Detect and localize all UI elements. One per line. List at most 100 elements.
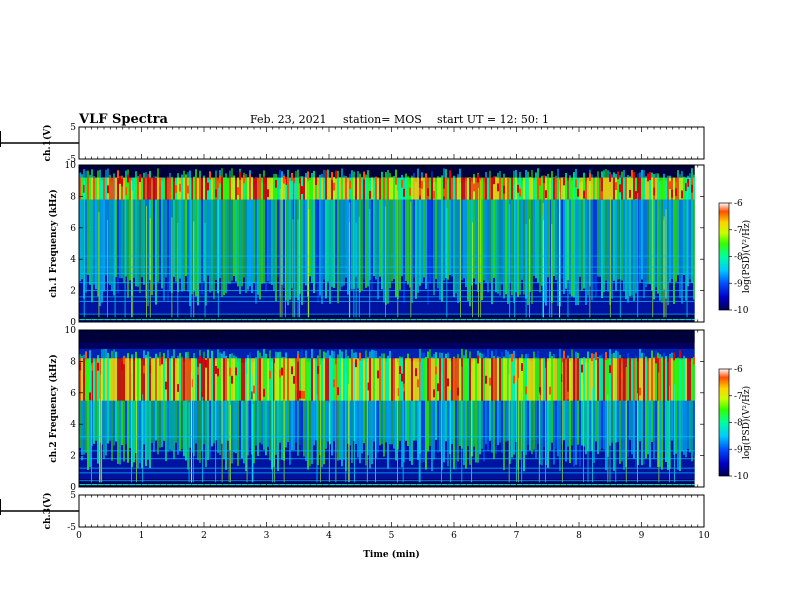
spectrogram-column [255,177,257,304]
spectrogram-peak [425,173,427,182]
spectrogram-column [265,182,267,292]
spectrogram-band-cell [99,177,101,200]
spectrogram-band-cell [167,177,169,200]
spectrogram-peak [675,188,677,197]
spectrogram-peak [119,175,121,184]
spectrogram-column [317,355,319,466]
spectrogram-peak [655,355,657,364]
spectrogram-band-cell [417,177,419,200]
spectrogram-peak [595,352,597,361]
spectrogram-band-cell [215,358,217,401]
spectrogram-band-cell [657,177,659,200]
spectrogram-column [341,351,343,467]
spectrogram-band-cell [135,358,137,401]
spectrogram-peak [477,174,479,183]
y-tick-label: 6 [70,389,76,399]
spectrogram-column [155,176,157,305]
spectrogram-column [331,180,333,287]
spectrogram-band-cell [621,177,623,200]
spectrogram-band-cell [463,358,465,401]
spectrogram-peak [285,176,287,185]
y-tick-label: 8 [70,357,76,367]
spectrogram-band-cell [383,177,385,200]
spectrogram-band-cell [665,177,667,200]
spectrogram-band-cell [391,358,393,401]
colorbar-tick-label: -8 [734,419,743,429]
spectrogram-band-cell [215,177,217,200]
spectrogram-band-cell [633,358,635,401]
spectrogram-band-cell [289,177,291,200]
spectrogram-column [411,175,413,303]
spectrogram-column [247,354,249,456]
spectrogram-peak [269,370,271,379]
spectrogram-band-cell [583,177,585,200]
spectrogram-peak [511,353,513,362]
spectrogram-column [197,178,199,306]
spectrogram-column [457,354,459,462]
plot-title: VLF Spectra [79,112,168,127]
spectrogram-band-cell [565,358,567,401]
spectrogram-band-cell [243,177,245,200]
spectrogram-column [561,177,563,279]
spectrogram-peak [249,174,251,183]
spectrogram-column [487,177,489,293]
spectrogram-column [291,181,293,289]
spectrogram-column [97,355,99,464]
spectrogram-band-cell [605,177,607,200]
spectrogram-band-cell [271,177,273,200]
spectrogram-band-cell [375,358,377,401]
spectrogram-peak [485,375,487,384]
spectrogram-column [581,361,583,446]
spectrogram-band-cell [379,177,381,200]
spectrogram-peak [333,379,335,388]
spectrogram-band-cell [219,177,221,200]
spectrogram-column [217,349,219,453]
spectrogram-band-cell [111,358,113,401]
spectrogram-column [425,179,427,289]
spectrogram-column [345,176,347,278]
spectrogram-peak [639,387,641,396]
spectrogram-column [425,356,427,470]
spectrogram-column [233,355,235,453]
spectrogram-peak [591,353,593,362]
x-tick-label: 6 [451,531,457,541]
spectrogram-band-cell [455,358,457,401]
spectrogram-column [517,359,519,470]
spectrogram-band-cell [223,358,225,401]
spectrogram-peak [679,350,681,359]
spectrogram-column [373,180,375,277]
spectrogram-band-cell [691,358,693,401]
spectrogram-band-cell [85,358,87,401]
spectrogram-column [427,179,429,305]
spectrogram-band-cell [591,358,593,401]
spectrogram-band-cell [651,358,653,401]
spectrogram-band-cell [113,177,115,200]
spectrogram-column [377,179,379,300]
spectrogram-band-cell [173,177,175,200]
spectrogram-band-cell [197,358,199,401]
spectrogram-peak [447,378,449,387]
spectrogram-peak [473,183,475,192]
spectrogram-peak [673,352,675,361]
spectrogram-peak [539,387,541,395]
spectrogram-column [235,356,237,454]
spectrogram-peak [215,365,217,374]
spectrogram-band-cell [115,358,117,401]
spectrogram-peak [317,366,319,374]
spectrogram-band-cell [569,358,571,401]
spectrogram-band-cell [503,358,505,401]
spectrogram-band-cell [97,177,99,200]
spectrogram-column [449,176,451,276]
spectrogram-band-cell [385,358,387,401]
spectrogram-band-cell [383,358,385,401]
spectrogram-band-cell [163,177,165,200]
spectrogram-column [463,355,465,465]
spectrogram-peak [139,174,141,183]
spectrogram-column [529,360,531,451]
spectrogram-peak [483,190,485,199]
spectrogram-peak [633,172,635,181]
spectrogram-column [85,170,87,293]
spectrogram-band-cell [273,177,275,200]
spectrogram-band-cell [565,177,567,200]
y-tick-label: 4 [70,420,76,430]
